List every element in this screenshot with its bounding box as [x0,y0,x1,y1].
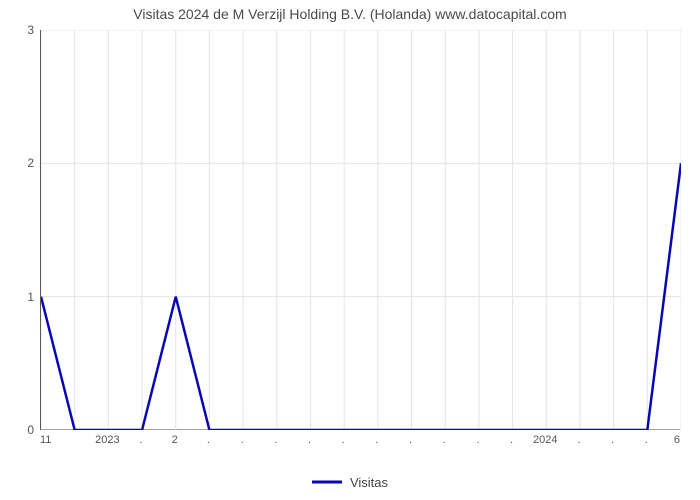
chart-title: Visitas 2024 de M Verzijl Holding B.V. (… [0,6,700,22]
x-tick-label: 6 [674,434,680,446]
x-tick-label: . [611,434,614,446]
x-tick-label: . [510,434,513,446]
y-tick-label: 2 [27,156,34,170]
chart-legend: Visitas [0,474,700,490]
chart-plot-area [40,30,680,430]
x-tick-label: . [645,434,648,446]
x-tick-label: . [274,434,277,446]
legend-label: Visitas [350,475,388,490]
x-tick-label: 2024 [533,434,557,446]
x-tick-label: . [308,434,311,446]
y-tick-label: 0 [27,423,34,437]
legend-swatch [312,475,342,490]
x-tick-label: . [577,434,580,446]
y-tick-label: 3 [27,23,34,37]
x-tick-label: 2 [172,434,178,446]
y-tick-label: 1 [27,290,34,304]
x-tick-label: 2023 [95,434,119,446]
chart-svg [41,30,681,430]
x-tick-label: . [375,434,378,446]
x-tick-label: . [409,434,412,446]
x-tick-label: . [443,434,446,446]
x-tick-label: . [476,434,479,446]
x-tick-label: . [342,434,345,446]
x-tick-label: 11 [40,434,51,446]
x-tick-label: . [241,434,244,446]
x-tick-label: . [207,434,210,446]
x-tick-label: . [140,434,143,446]
